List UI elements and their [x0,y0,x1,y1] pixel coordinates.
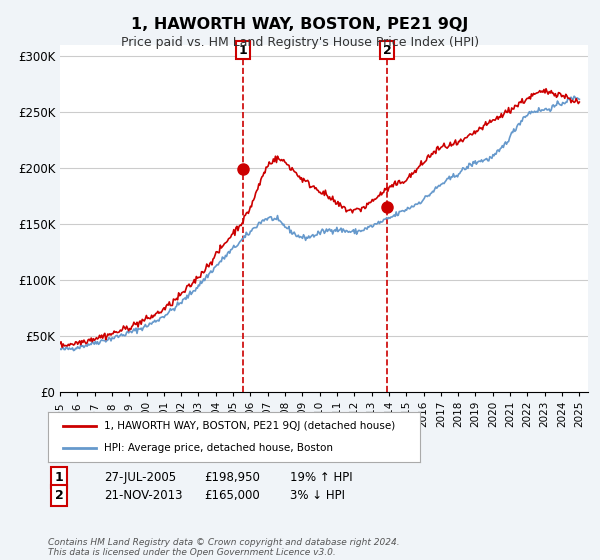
Text: 27-JUL-2005: 27-JUL-2005 [104,471,176,484]
Text: Price paid vs. HM Land Registry's House Price Index (HPI): Price paid vs. HM Land Registry's House … [121,36,479,49]
Text: 1, HAWORTH WAY, BOSTON, PE21 9QJ: 1, HAWORTH WAY, BOSTON, PE21 9QJ [131,17,469,32]
Text: 1, HAWORTH WAY, BOSTON, PE21 9QJ (detached house): 1, HAWORTH WAY, BOSTON, PE21 9QJ (detach… [104,421,395,431]
Text: 1: 1 [55,471,64,484]
Text: 3% ↓ HPI: 3% ↓ HPI [290,489,345,502]
Text: 2: 2 [55,489,64,502]
Text: 1: 1 [239,44,247,57]
Text: Contains HM Land Registry data © Crown copyright and database right 2024.
This d: Contains HM Land Registry data © Crown c… [48,538,400,557]
Text: 2: 2 [383,44,391,57]
Text: HPI: Average price, detached house, Boston: HPI: Average price, detached house, Bost… [104,443,333,453]
Text: £198,950: £198,950 [204,471,260,484]
Text: £165,000: £165,000 [204,489,260,502]
Text: 21-NOV-2013: 21-NOV-2013 [104,489,182,502]
Text: 19% ↑ HPI: 19% ↑ HPI [290,471,352,484]
